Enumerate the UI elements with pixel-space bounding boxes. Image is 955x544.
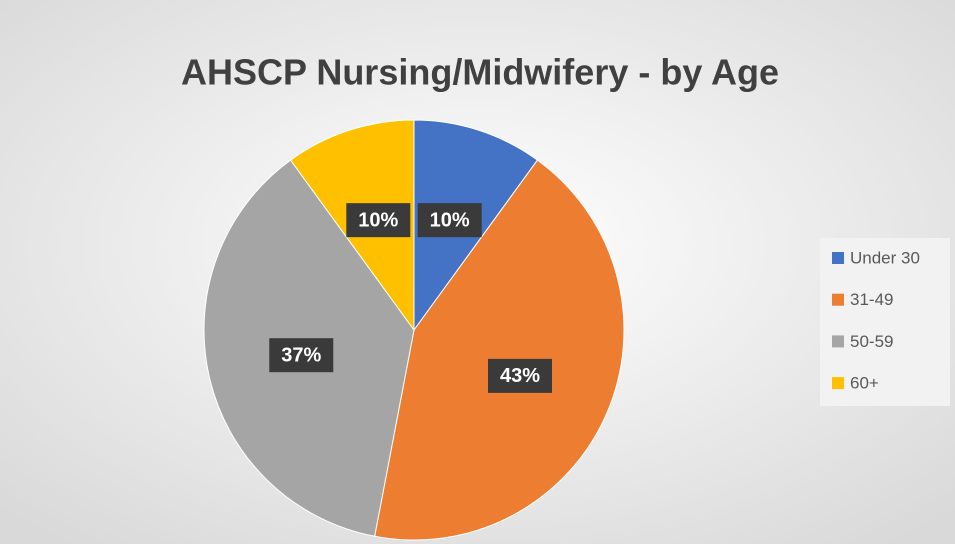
pie-slice xyxy=(374,159,625,541)
data-label: 43% xyxy=(500,365,540,387)
legend-label: 31-49 xyxy=(850,290,893,309)
data-label-box xyxy=(269,338,334,373)
legend-label: 50-59 xyxy=(850,332,893,351)
legend-marker xyxy=(832,335,844,348)
chart-title: AHSCP Nursing/Midwifery - by Age xyxy=(181,52,779,93)
legend-marker xyxy=(832,293,844,306)
data-label-box xyxy=(488,358,553,393)
legend-marker xyxy=(832,252,844,264)
data-label-box xyxy=(346,203,411,238)
legend-marker xyxy=(832,377,844,390)
legend-label: 60+ xyxy=(850,374,879,393)
data-label-box xyxy=(417,203,482,238)
data-label: 37% xyxy=(281,344,321,366)
data-label: 10% xyxy=(430,209,470,231)
data-label: 10% xyxy=(358,209,398,231)
legend-label: Under 30 xyxy=(850,248,920,267)
